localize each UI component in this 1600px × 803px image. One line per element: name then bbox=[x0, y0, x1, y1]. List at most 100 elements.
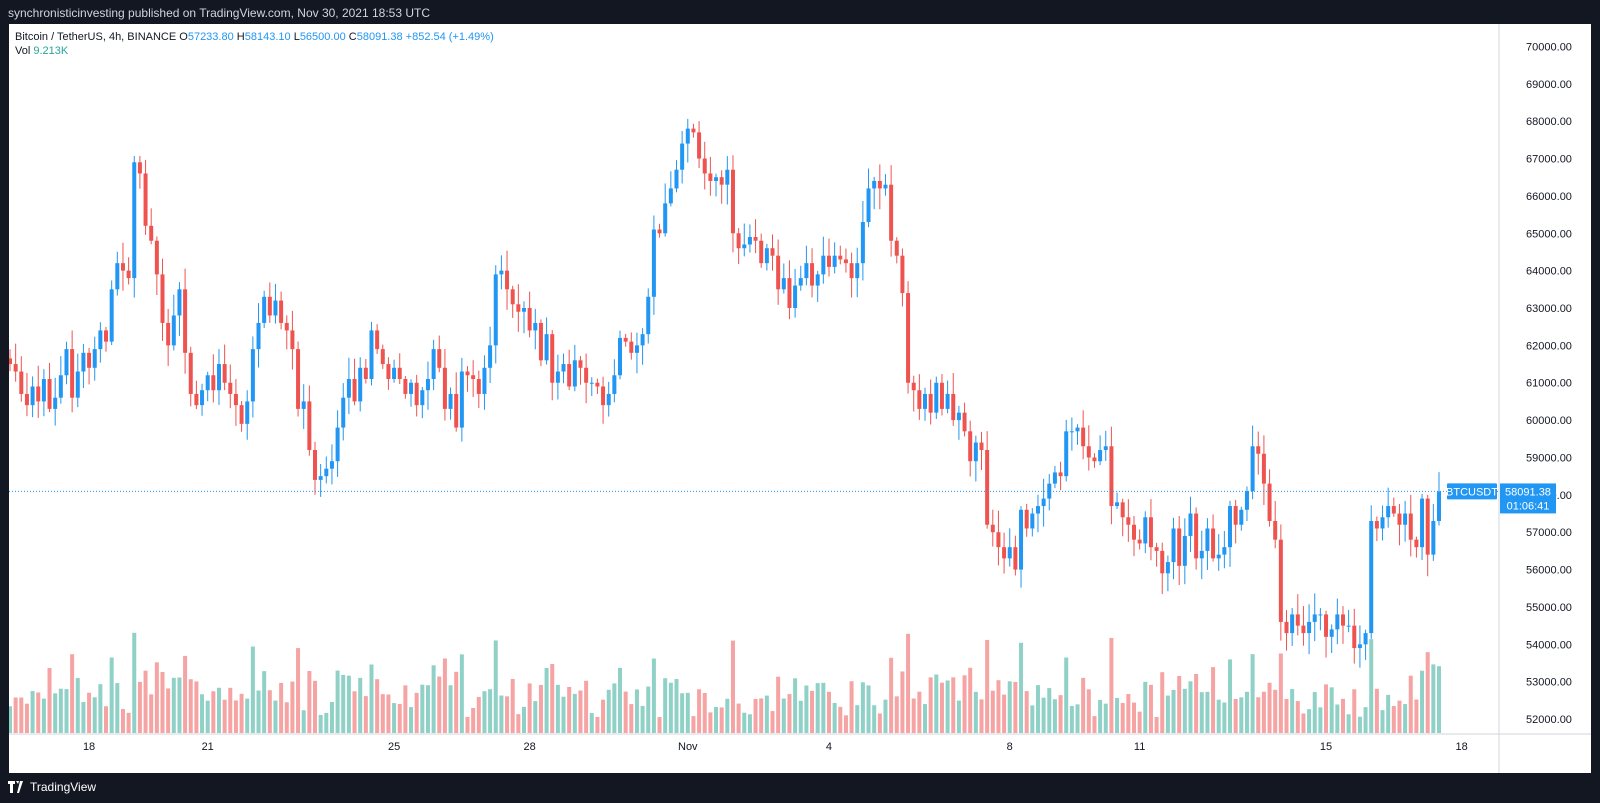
volume-bar bbox=[1380, 710, 1385, 733]
price-tick-label: 69000.00 bbox=[1526, 79, 1572, 91]
volume-bar bbox=[160, 671, 165, 733]
volume-bar bbox=[1363, 707, 1368, 733]
volume-bar bbox=[985, 639, 990, 733]
candle-body bbox=[205, 375, 210, 391]
volume-bar bbox=[572, 693, 577, 733]
candle-body bbox=[680, 143, 685, 170]
volume-bar bbox=[1154, 717, 1159, 733]
volume-bar bbox=[403, 685, 408, 733]
volume-bar bbox=[516, 714, 521, 733]
candle-body bbox=[98, 330, 103, 350]
price-tick-label: 66000.00 bbox=[1526, 191, 1572, 203]
candle-body bbox=[437, 349, 442, 368]
candle-body bbox=[550, 334, 555, 383]
candle-body bbox=[126, 270, 131, 279]
volume-bar bbox=[1357, 716, 1362, 733]
candle-body bbox=[843, 259, 848, 264]
volume-bar bbox=[149, 694, 154, 733]
volume-bar bbox=[171, 677, 176, 733]
candle-body bbox=[431, 349, 436, 379]
candle-body bbox=[561, 364, 566, 372]
volume-bar bbox=[900, 671, 905, 733]
volume-bar bbox=[843, 715, 848, 733]
volume-bar bbox=[318, 714, 323, 733]
candle-body bbox=[183, 289, 188, 353]
volume-bar bbox=[341, 674, 346, 733]
volume-bar bbox=[1019, 642, 1024, 733]
candle-body bbox=[708, 173, 713, 181]
candle-body bbox=[1035, 506, 1040, 514]
volume-bar bbox=[1030, 705, 1035, 733]
volume-bar bbox=[657, 717, 662, 733]
candle-body bbox=[160, 274, 165, 323]
candle-body bbox=[928, 393, 933, 413]
volume-bar bbox=[41, 698, 46, 733]
candle-body bbox=[143, 173, 148, 226]
candle-body bbox=[104, 330, 109, 342]
volume-bar bbox=[736, 703, 741, 733]
candle-body bbox=[488, 345, 493, 368]
volume-bar bbox=[1244, 691, 1249, 733]
volume-bar bbox=[668, 682, 673, 733]
candle-body bbox=[1278, 539, 1283, 622]
chart-frame[interactable]: 70000.00 69000.00 68000.00 67000.00 66000.00… bbox=[9, 24, 1591, 773]
candle-body bbox=[454, 393, 459, 428]
volume-bar bbox=[1369, 639, 1374, 733]
price-tick-label: 62000.00 bbox=[1526, 340, 1572, 352]
volume-bar bbox=[98, 684, 103, 733]
volume-bar bbox=[996, 680, 1001, 733]
tradingview-logo[interactable]: TradingView bbox=[8, 780, 96, 794]
candle-body bbox=[273, 300, 278, 316]
candle-body bbox=[392, 367, 397, 379]
candle-body bbox=[1437, 491, 1441, 521]
candle-body bbox=[714, 177, 719, 181]
candle-body bbox=[883, 184, 888, 189]
volume-bar bbox=[216, 687, 221, 733]
candlestick-chart[interactable]: 70000.00 69000.00 68000.00 67000.00 66000.00… bbox=[9, 24, 1591, 773]
volume-bar bbox=[1069, 705, 1074, 733]
candle-body bbox=[1318, 614, 1323, 616]
candle-body bbox=[92, 349, 97, 368]
volume-bar bbox=[753, 698, 758, 733]
candle-body bbox=[1216, 554, 1221, 559]
volume-bar bbox=[917, 691, 922, 733]
candle-body bbox=[634, 345, 639, 353]
volume-bar bbox=[1182, 688, 1187, 733]
volume-bar bbox=[1013, 681, 1018, 733]
volume-bar bbox=[640, 705, 645, 733]
candle-body bbox=[1301, 625, 1306, 634]
candle-body bbox=[1047, 483, 1052, 499]
candle-body bbox=[923, 393, 928, 409]
volume-bar bbox=[968, 667, 973, 733]
candle-body bbox=[493, 274, 498, 346]
volume-bar bbox=[776, 676, 781, 733]
candle-body bbox=[250, 349, 255, 402]
candle-body bbox=[838, 255, 843, 260]
candle-body bbox=[1171, 528, 1176, 563]
candle-body bbox=[973, 442, 978, 462]
volume-bar bbox=[1199, 692, 1204, 733]
candle-body bbox=[70, 349, 75, 398]
volume-bar bbox=[222, 699, 227, 733]
volume-bar bbox=[19, 697, 24, 733]
volume-bar bbox=[126, 712, 131, 733]
volume-bar bbox=[810, 690, 815, 733]
candle-body bbox=[1340, 614, 1345, 626]
candle-body bbox=[849, 263, 854, 279]
candle-body bbox=[425, 379, 430, 391]
candle-body bbox=[1357, 644, 1362, 649]
volume-bar bbox=[30, 691, 35, 733]
price-tick-label: 68000.00 bbox=[1526, 116, 1572, 128]
candle-body bbox=[889, 184, 894, 241]
candle-body bbox=[1205, 528, 1210, 551]
candle-body bbox=[1069, 431, 1074, 433]
volume-bar bbox=[1115, 697, 1120, 733]
candle-body bbox=[1019, 509, 1024, 570]
volume-bar bbox=[1278, 653, 1283, 733]
volume-bar bbox=[697, 689, 702, 733]
volume-bar bbox=[719, 707, 724, 733]
candle-body bbox=[906, 293, 911, 383]
volume-bar bbox=[646, 686, 651, 733]
candle-body bbox=[533, 322, 538, 331]
legend-close: 58091.38 bbox=[356, 31, 403, 43]
